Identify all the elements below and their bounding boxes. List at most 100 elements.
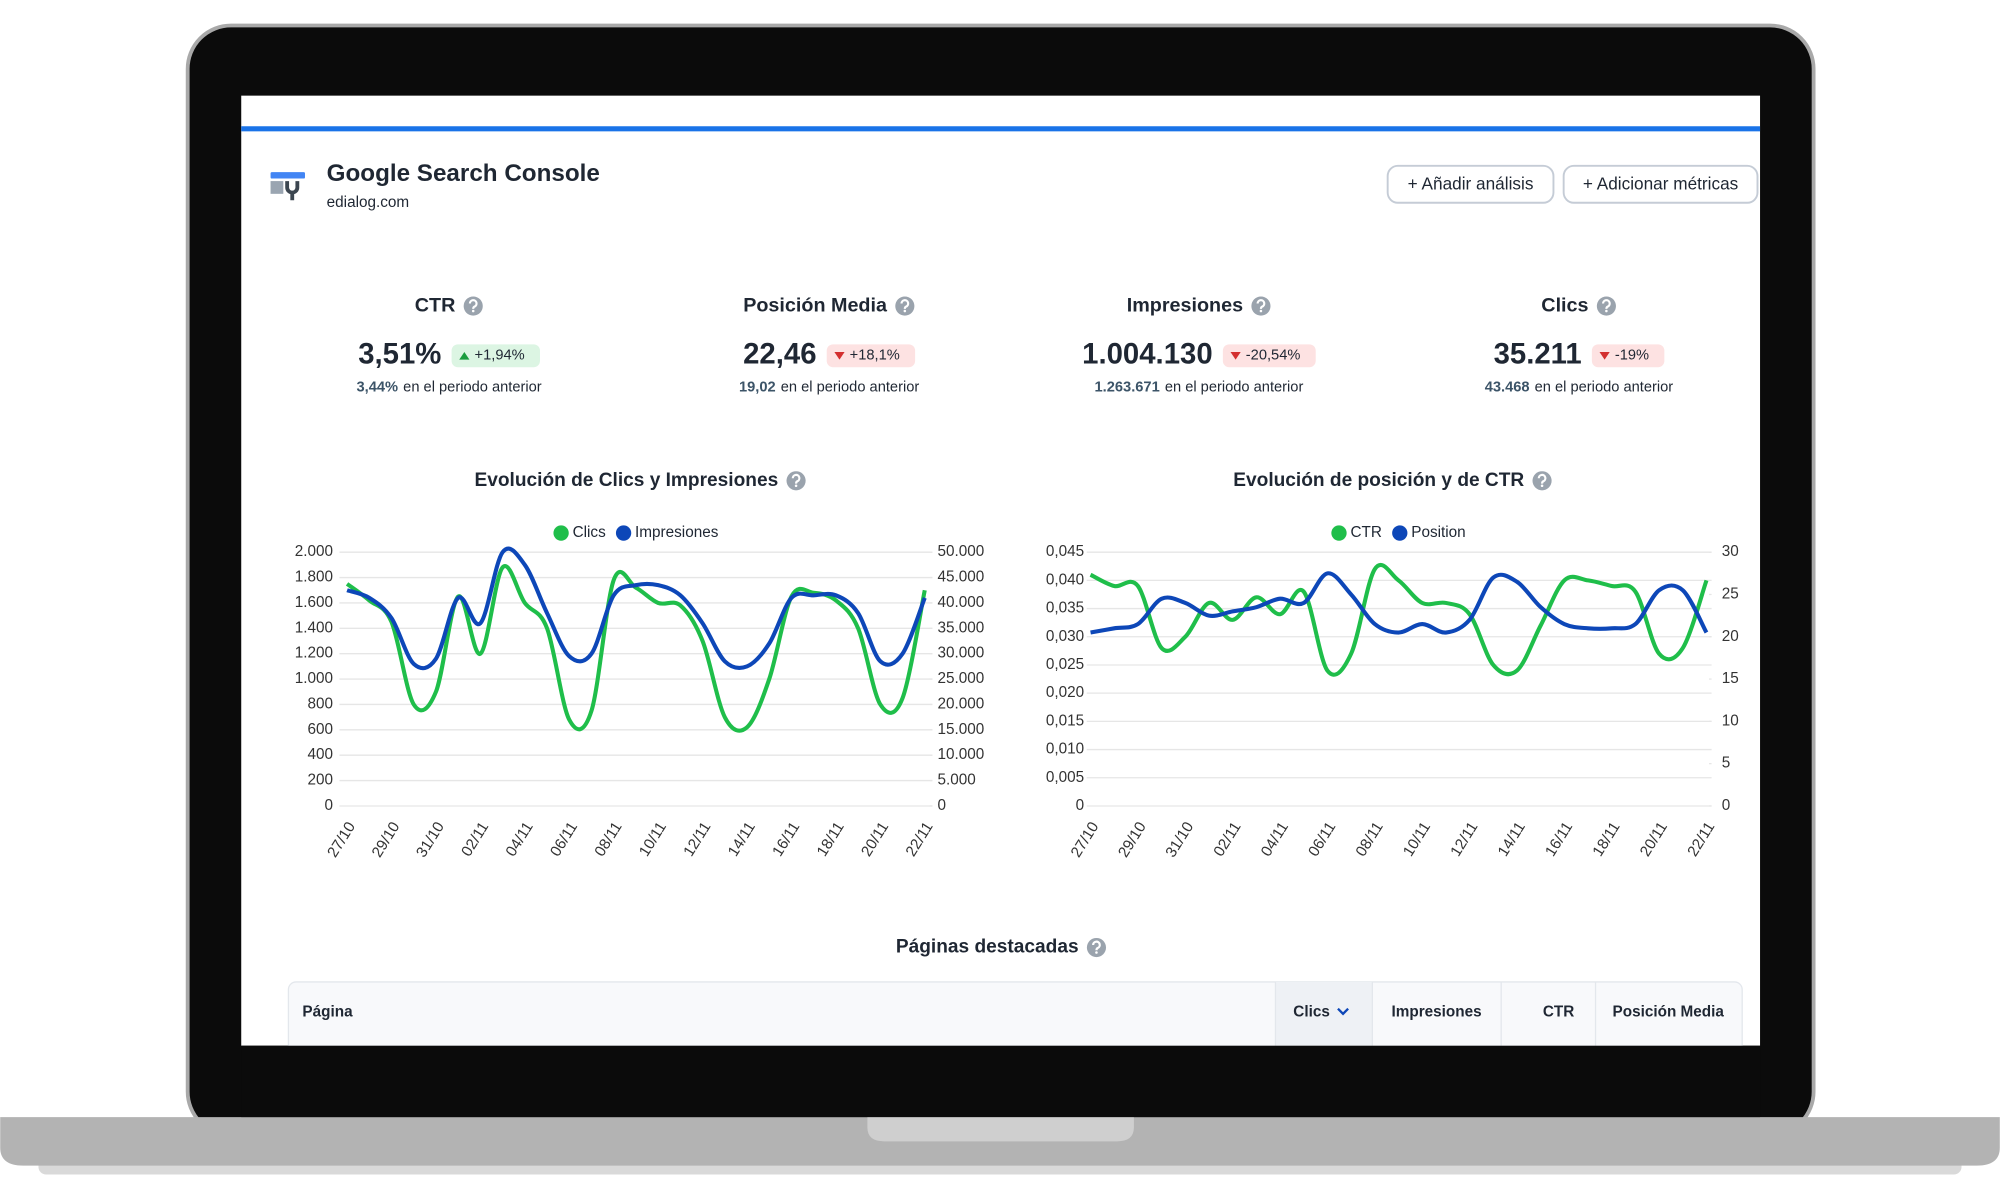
y-tick-label: 0,040 <box>1046 571 1084 588</box>
button[interactable] <box>1386 164 1555 204</box>
sort-chevron[interactable] <box>1337 1007 1349 1016</box>
help-circle <box>895 296 915 316</box>
bezel-bottom <box>241 1045 1761 1118</box>
previous-text: en el periodo anterior <box>781 380 920 396</box>
y2-tick-label: 35.000 <box>938 619 985 636</box>
y-tick-label: 1.600 <box>295 594 333 611</box>
kpi-label: CTR <box>415 294 456 316</box>
help-dot <box>794 484 798 488</box>
y-tick-label: 0,010 <box>1046 741 1084 758</box>
y-tick-label: 600 <box>308 721 334 738</box>
legend-label: Impresiones <box>635 524 719 541</box>
kpi-value: 1.004.130 <box>1082 338 1212 371</box>
kpi-change: -19% <box>1615 348 1649 364</box>
kpi-change: +1,94% <box>475 348 525 364</box>
help-icon <box>1086 937 1107 958</box>
previous-text: en el periodo anterior <box>1165 380 1304 396</box>
help-dot <box>903 309 907 313</box>
y-tick-label: 1.000 <box>295 670 333 687</box>
kpi-previous: 19,02 en el periodo anterior <box>739 380 919 396</box>
help-icon <box>1596 296 1616 316</box>
app-icon <box>270 172 305 201</box>
help-circle <box>1251 296 1271 316</box>
help-dot <box>471 309 475 313</box>
button[interactable] <box>1562 164 1759 204</box>
y2-tick-label: 25.000 <box>938 670 985 687</box>
badge-bg <box>451 344 540 368</box>
column-header[interactable]: Impresiones <box>1391 1004 1481 1021</box>
kpi-previous: 1.263.671 en el periodo anterior <box>1095 380 1304 396</box>
y2-tick-label: 0 <box>1722 797 1731 814</box>
y2-tick-label: 45.000 <box>938 569 985 586</box>
trend-arrow <box>459 351 470 360</box>
y-tick-label: 0,005 <box>1046 769 1084 786</box>
help-dot <box>1605 309 1608 313</box>
button-label[interactable]: + Añadir análisis <box>1408 173 1534 193</box>
legend-swatch <box>553 525 569 541</box>
y2-tick-label: 20 <box>1722 628 1739 645</box>
series-line <box>1090 571 1709 635</box>
trend-arrow <box>1599 351 1610 360</box>
previous-value: 1.263.671 <box>1095 380 1160 396</box>
chart-title: Evolución de Clics y Impresiones <box>474 470 778 491</box>
column-header[interactable]: Página <box>302 1004 353 1021</box>
top-accent <box>241 126 1761 132</box>
help-circle <box>1086 937 1107 958</box>
help-icon <box>786 471 806 491</box>
help-circle <box>1596 296 1616 316</box>
y-tick-label: 0 <box>325 797 334 814</box>
y2-tick-label: 10.000 <box>938 746 985 763</box>
sorted-column-bg <box>1275 981 1373 1046</box>
y2-tick-label: 0 <box>938 797 947 814</box>
y2-tick-label: 15 <box>1722 670 1739 687</box>
legend-item: Impresiones <box>615 524 719 541</box>
trend-arrow <box>834 351 845 360</box>
column-header[interactable]: CTR <box>1543 1004 1574 1021</box>
help-dot <box>1095 951 1098 954</box>
badge-bg <box>1222 344 1316 368</box>
y2-tick-label: 5 <box>1722 755 1731 772</box>
section-title: Páginas destacadas <box>896 937 1079 958</box>
help-icon <box>1251 296 1271 316</box>
kpi-label: Clics <box>1541 294 1588 316</box>
previous-value: 19,02 <box>739 380 776 396</box>
y2-tick-label: 50.000 <box>938 543 985 560</box>
y-tick-label: 0,045 <box>1046 543 1084 560</box>
y2-tick-label: 25 <box>1722 586 1739 603</box>
app-title: Google Search Console <box>327 160 600 187</box>
previous-value: 43.468 <box>1485 380 1530 396</box>
previous-text: en el periodo anterior <box>1535 380 1674 396</box>
legend-swatch <box>1331 525 1347 541</box>
button-label[interactable]: + Adicionar métricas <box>1583 173 1738 193</box>
column-header[interactable]: Posición Media <box>1613 1004 1725 1021</box>
y-tick-label: 0,035 <box>1046 600 1084 617</box>
kpi-value: 22,46 <box>743 338 816 371</box>
column-header[interactable]: Clics <box>1293 1004 1330 1021</box>
series-line <box>1089 562 1709 677</box>
kpi-value: 3,51% <box>358 338 441 371</box>
kpi-badge <box>451 344 540 368</box>
y-tick-label: 400 <box>308 746 334 763</box>
y-tick-label: 2.000 <box>295 543 333 560</box>
legend-swatch <box>1392 525 1408 541</box>
kpi-change: -20,54% <box>1246 348 1301 364</box>
y2-tick-label: 30.000 <box>938 645 985 662</box>
legend-item: CTR <box>1331 524 1382 541</box>
y-tick-label: 0,015 <box>1046 712 1084 729</box>
legend-swatch <box>615 525 632 541</box>
kpi-badge <box>826 344 916 368</box>
chart-title: Evolución de posición y de CTR <box>1233 470 1524 491</box>
help-dot <box>1540 484 1544 488</box>
help-dot <box>1259 309 1263 313</box>
notch <box>867 1117 1134 1142</box>
help-glyph <box>1601 299 1611 309</box>
legend-item: Clics <box>553 524 606 541</box>
help-glyph <box>1092 940 1101 951</box>
kpi-label: Impresiones <box>1127 294 1243 316</box>
previous-text: en el periodo anterior <box>403 380 542 396</box>
trend-arrow <box>1230 351 1241 360</box>
y2-tick-label: 20.000 <box>938 695 985 712</box>
help-circle <box>463 296 483 316</box>
kpi-badge <box>1591 344 1665 368</box>
